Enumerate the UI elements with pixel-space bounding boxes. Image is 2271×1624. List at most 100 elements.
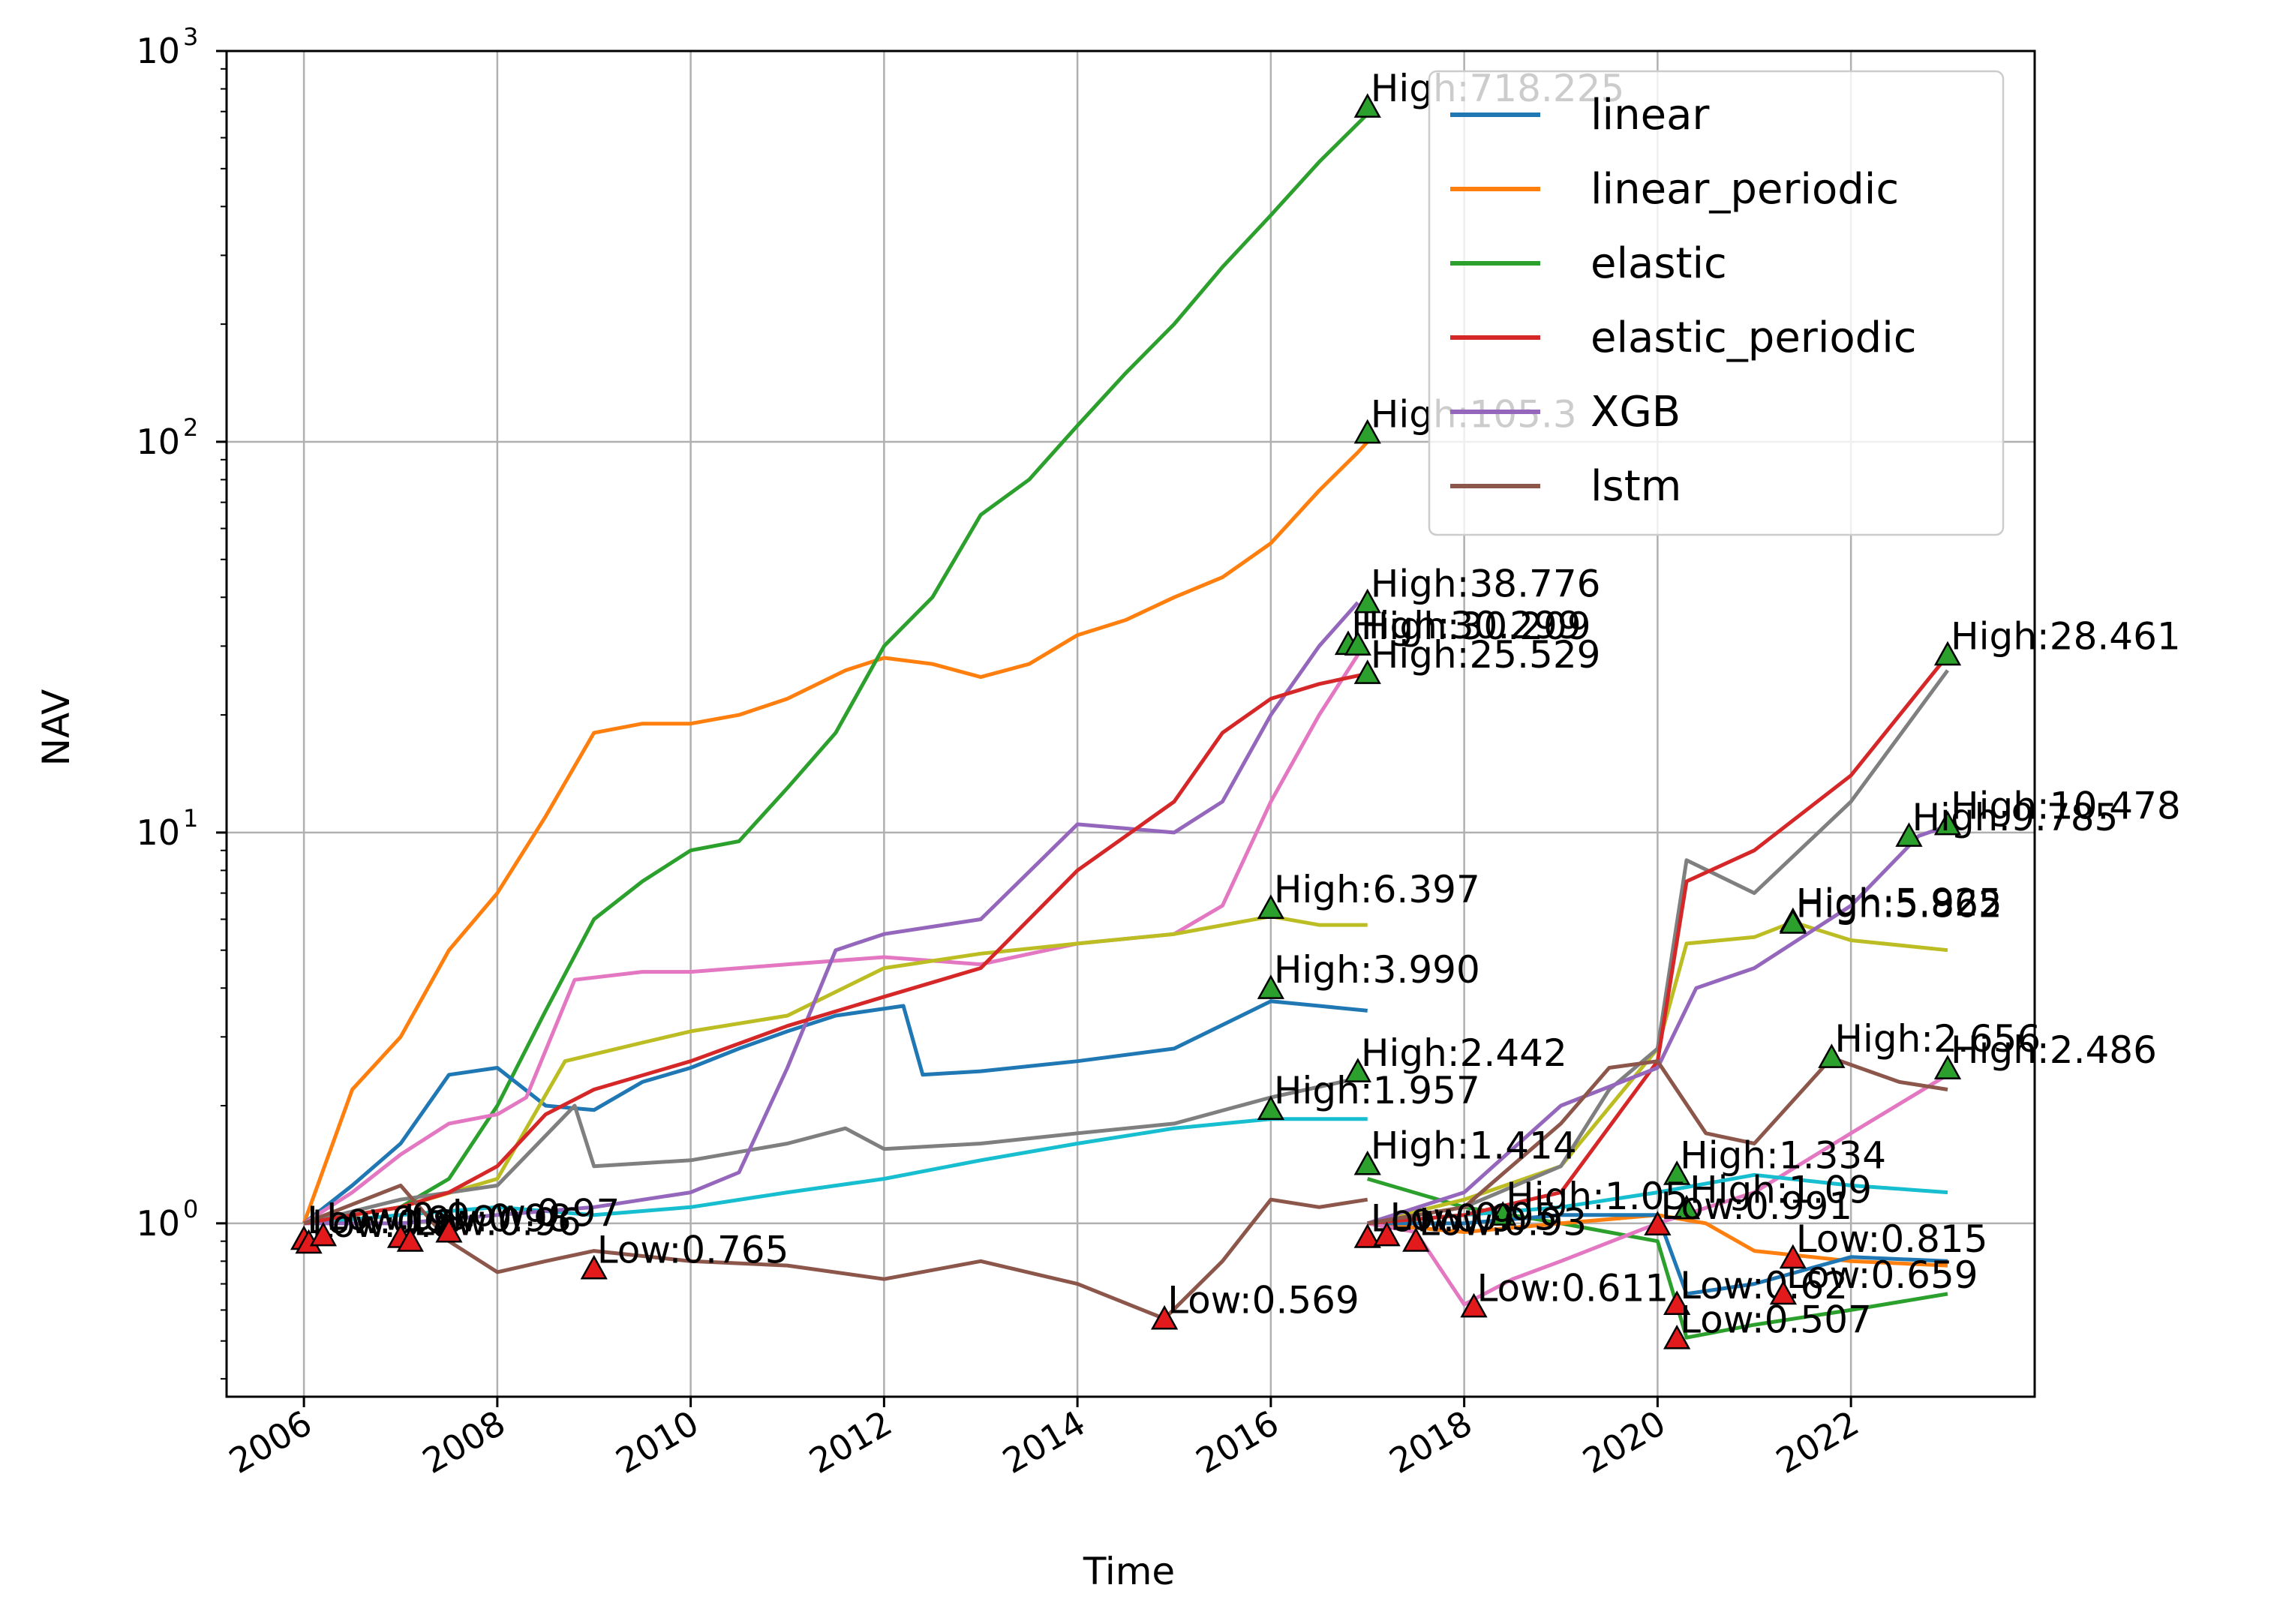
high-marker bbox=[1353, 659, 1381, 684]
legend-entry-label: XGB bbox=[1591, 388, 1681, 437]
high-marker bbox=[1257, 1095, 1284, 1121]
low-marker-label: Low:0.659 bbox=[1786, 1253, 1978, 1297]
y-tick-exponent: 1 bbox=[183, 804, 198, 833]
low-marker-label: Low:0.98 bbox=[404, 1197, 572, 1241]
high-marker bbox=[1672, 1194, 1701, 1220]
legend-entry-label: lstm bbox=[1591, 462, 1681, 511]
low-marker bbox=[309, 1221, 338, 1247]
series-line bbox=[1366, 824, 1948, 1226]
legend-entry-label: linear bbox=[1591, 91, 1710, 140]
high-marker-label: High:5.925 bbox=[1796, 881, 2002, 924]
y-tick-label: 10 bbox=[136, 1203, 180, 1244]
low-marker-label: Low:0.62 bbox=[1680, 1264, 1848, 1307]
x-tick-label: 2012 bbox=[802, 1403, 898, 1481]
legend-entry-label: elastic bbox=[1591, 239, 1727, 288]
low-marker bbox=[1644, 1211, 1672, 1235]
x-tick-label: 2016 bbox=[1189, 1403, 1285, 1481]
legend-entry-label: elastic_periodic bbox=[1591, 314, 1917, 362]
low-marker-label: Low:0.93 bbox=[1419, 1201, 1587, 1244]
y-tick-exponent: 2 bbox=[183, 413, 198, 442]
low-marker bbox=[1663, 1290, 1691, 1316]
high-marker bbox=[1663, 1160, 1691, 1185]
series-line bbox=[303, 671, 1368, 1226]
high-marker-label: High:1.05 bbox=[1506, 1175, 1688, 1218]
y-tick-label: 10 bbox=[136, 422, 180, 462]
high-marker bbox=[1818, 1043, 1846, 1068]
high-marker bbox=[1489, 1201, 1517, 1226]
high-marker bbox=[1344, 631, 1371, 656]
y-tick-label: 10 bbox=[136, 31, 180, 71]
low-marker bbox=[1769, 1280, 1798, 1305]
series-line bbox=[1367, 1213, 1948, 1296]
high-marker-label: High:5.862 bbox=[1796, 883, 2002, 926]
high-marker-label: High:1.09 bbox=[1690, 1168, 1872, 1211]
legend-entry-label: linear_periodic bbox=[1591, 165, 1899, 214]
high-marker bbox=[1353, 588, 1381, 614]
high-marker-label: High:30.209 bbox=[1361, 605, 1591, 648]
series-line bbox=[302, 440, 1369, 1224]
low-marker bbox=[580, 1254, 608, 1280]
high-marker bbox=[1257, 894, 1284, 920]
low-marker-label: Low:0.815 bbox=[1796, 1217, 1988, 1261]
series-line bbox=[302, 999, 1368, 1225]
low-marker bbox=[1460, 1292, 1488, 1318]
x-tick-label: 2008 bbox=[416, 1403, 512, 1481]
high-marker-label: High:30.299 bbox=[1351, 604, 1582, 647]
low-marker-label: Low:0.991 bbox=[1660, 1184, 1852, 1228]
y-axis-label: NAV bbox=[35, 689, 78, 767]
high-marker-label: High:1.957 bbox=[1274, 1069, 1480, 1112]
x-tick-label: 2022 bbox=[1769, 1403, 1865, 1481]
axes-frame bbox=[225, 50, 2036, 1398]
series-line bbox=[1367, 1073, 1949, 1307]
low-marker bbox=[1373, 1221, 1401, 1247]
series-line bbox=[302, 653, 1360, 1226]
series-line bbox=[303, 1183, 1368, 1321]
x-tick-label: 2020 bbox=[1576, 1403, 1672, 1481]
high-marker bbox=[1353, 419, 1381, 444]
low-marker bbox=[1779, 1244, 1807, 1269]
low-marker bbox=[1150, 1304, 1179, 1330]
high-marker bbox=[1895, 822, 1923, 847]
high-marker-label: High:2.486 bbox=[1951, 1028, 2157, 1072]
series-line bbox=[1367, 920, 1948, 1226]
low-marker-label: Low:0.9 bbox=[1371, 1197, 1515, 1241]
low-marker-label: Low:0.97 bbox=[452, 1191, 620, 1235]
low-marker bbox=[396, 1227, 424, 1252]
low-marker bbox=[1353, 1223, 1381, 1248]
series-line bbox=[1367, 1055, 1948, 1226]
high-marker bbox=[1344, 1058, 1371, 1082]
high-marker bbox=[1933, 1055, 1962, 1079]
low-marker bbox=[1663, 1324, 1691, 1349]
low-marker-label: Low:0.765 bbox=[597, 1228, 789, 1271]
x-tick-label: 2010 bbox=[609, 1403, 705, 1481]
y-tick-exponent: 0 bbox=[183, 1195, 198, 1223]
high-marker-label: High:25.529 bbox=[1371, 633, 1601, 677]
x-tick-label: 2006 bbox=[222, 1403, 318, 1481]
low-marker-label: Low:0.9 bbox=[307, 1199, 451, 1242]
series-line bbox=[303, 113, 1369, 1226]
y-tick-label: 10 bbox=[136, 812, 180, 853]
high-marker-label: High:6.397 bbox=[1274, 868, 1480, 911]
high-marker bbox=[1933, 641, 1962, 666]
high-marker bbox=[1353, 1150, 1381, 1175]
series-line bbox=[304, 601, 1359, 1226]
x-tick-label: 2014 bbox=[996, 1403, 1092, 1481]
y-tick-exponent: 3 bbox=[183, 23, 198, 51]
high-marker-label: High:1.334 bbox=[1680, 1134, 1886, 1178]
legend-box bbox=[1428, 70, 2005, 536]
plot-frame bbox=[225, 50, 2036, 1398]
low-marker-label: Low:0.507 bbox=[1680, 1298, 1872, 1342]
high-marker-label: High:38.776 bbox=[1371, 562, 1601, 605]
high-marker bbox=[1779, 909, 1807, 934]
low-marker-label: Low:0.569 bbox=[1167, 1278, 1359, 1322]
x-axis-label: Time bbox=[1083, 1550, 1175, 1593]
high-marker-label: High:28.461 bbox=[1951, 614, 2181, 658]
x-tick-label: 2018 bbox=[1383, 1403, 1479, 1481]
high-marker-label: High:9.785 bbox=[1912, 796, 2118, 839]
high-marker-label: High:2.656 bbox=[1834, 1017, 2041, 1061]
high-marker bbox=[1933, 810, 1962, 836]
series-line bbox=[303, 1117, 1368, 1226]
